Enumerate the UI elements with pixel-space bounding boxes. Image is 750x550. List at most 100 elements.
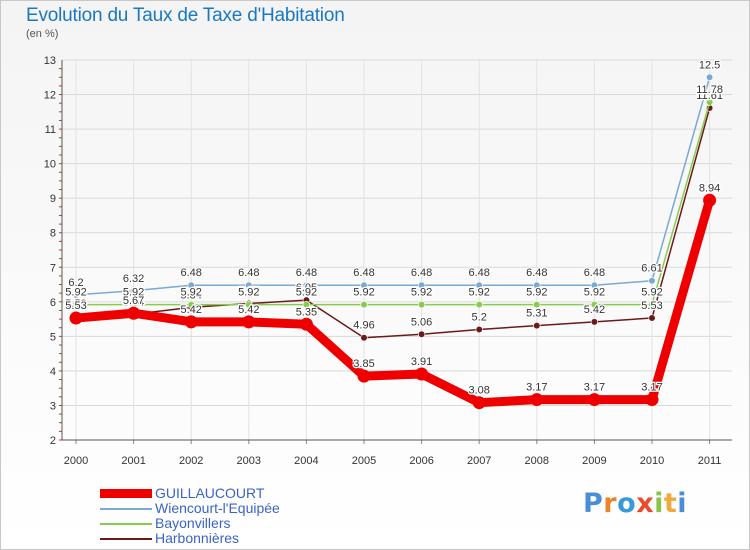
data-label: 6.48 [468,267,489,279]
data-label: 5.42 [584,304,605,316]
data-label: 5.67 [123,295,144,307]
legend-swatch-harbonnieres [100,538,152,540]
y-tick-label: 11 [45,124,56,136]
data-label: 8.94 [699,182,720,194]
data-point [533,322,541,330]
data-label: 5.42 [180,304,201,316]
data-label: 5.92 [123,287,144,299]
data-label: 5.92 [353,287,374,299]
y-tick-label: 2 [50,435,56,447]
data-point [245,300,253,309]
data-label: 5.2 [472,311,487,323]
data-point [705,73,714,81]
legend-label: Wiencourt-l'Equipée [155,500,280,516]
data-label: 5.53 [65,300,86,312]
data-point [705,98,714,106]
data-label: 6.48 [353,267,374,279]
x-tick-label: 2008 [525,455,549,467]
data-point [72,300,80,309]
data-label: 5.92 [65,287,86,299]
data-point [590,300,599,309]
data-point [590,318,599,326]
legend-label: Harbonnières [155,530,240,546]
data-label: 6.48 [584,267,605,279]
y-tick-label: 10 [44,159,56,171]
x-tick-label: 2005 [352,455,376,467]
data-point [302,300,311,309]
data-point [533,281,541,289]
data-label: 5.92 [180,287,201,299]
data-point [645,393,659,407]
data-label: 3.85 [353,358,374,370]
data-point [590,281,599,289]
legend-item-guillaucourt: GUILLAUCOURT [100,485,340,501]
data-label: 11.61 [696,90,723,102]
x-tick-label: 2001 [121,455,145,467]
data-label: 6.48 [296,267,317,279]
logo-letter: r [603,488,618,519]
data-label: 5.53 [641,300,662,312]
legend-swatch-guillaucourt [100,489,152,498]
data-label: 6.48 [526,267,547,279]
data-label: 5.84 [180,289,201,301]
logo-letter: i [654,488,664,519]
data-label: 5.95 [238,286,259,298]
legend-label: GUILLAUCOURT [155,485,265,501]
series-line-bayonvillers [75,101,711,306]
data-point [703,193,717,207]
data-point [72,291,80,299]
y-tick-label: 8 [50,228,56,240]
data-label: 5.06 [411,316,432,328]
data-label: 5.92 [468,287,489,299]
data-label: 5.31 [526,308,547,320]
chart-subtitle: (en %) [26,28,59,40]
x-tick-label: 2006 [409,455,433,467]
data-label: 5.92 [296,287,317,299]
data-point [415,367,429,381]
data-point [475,325,483,334]
data-point [472,396,486,410]
data-label: 5.64 [123,296,144,308]
data-label: 6.05 [296,282,317,294]
legend-swatch-wiencourt [100,508,152,510]
data-point [130,287,138,295]
data-point [475,300,483,309]
data-point [187,281,195,289]
data-point [69,311,83,325]
chart-title: Evolution du Taux de Taxe d'Habitation [26,5,345,26]
data-point [302,281,311,289]
data-label: 3.17 [641,382,662,394]
data-label: 6.61 [641,263,662,275]
chart-series [69,73,717,410]
y-tick-label: 9 [50,193,56,205]
data-point [184,315,198,329]
y-tick-label: 4 [50,366,56,378]
series-line-guillaucourt [71,195,715,408]
data-label: 5.35 [296,306,317,318]
data-label: 5.59 [65,298,86,310]
logo-letter: x [636,488,655,519]
data-label: 5.92 [584,287,605,299]
data-point [299,317,313,331]
x-tick-label: 2000 [64,455,88,467]
legend-item-harbonnieres: Harbonnières [100,530,340,546]
data-label: 5.92 [641,287,662,299]
data-point [475,281,483,289]
data-point [648,314,656,322]
data-point [418,281,426,289]
data-label: 3.17 [584,382,605,394]
data-label: 6.48 [411,267,432,279]
x-tick-label: 2010 [640,455,664,467]
chart-axes: 2 3 4 5 6 7 8 9 10 11 12 13 2000 2001 2002 2003 2004 2005… [44,55,732,467]
data-point [648,277,656,285]
data-label: 3.17 [526,382,547,394]
data-label: 4.96 [353,320,374,332]
data-point [418,300,426,309]
data-point [587,393,601,407]
chart-legend: GUILLAUCOURT Wiencourt-l'Equipée Bayonvi… [100,485,340,546]
y-tick-label: 5 [50,331,56,343]
x-tick-label: 2004 [294,455,318,467]
data-label: 12.5 [699,59,720,71]
